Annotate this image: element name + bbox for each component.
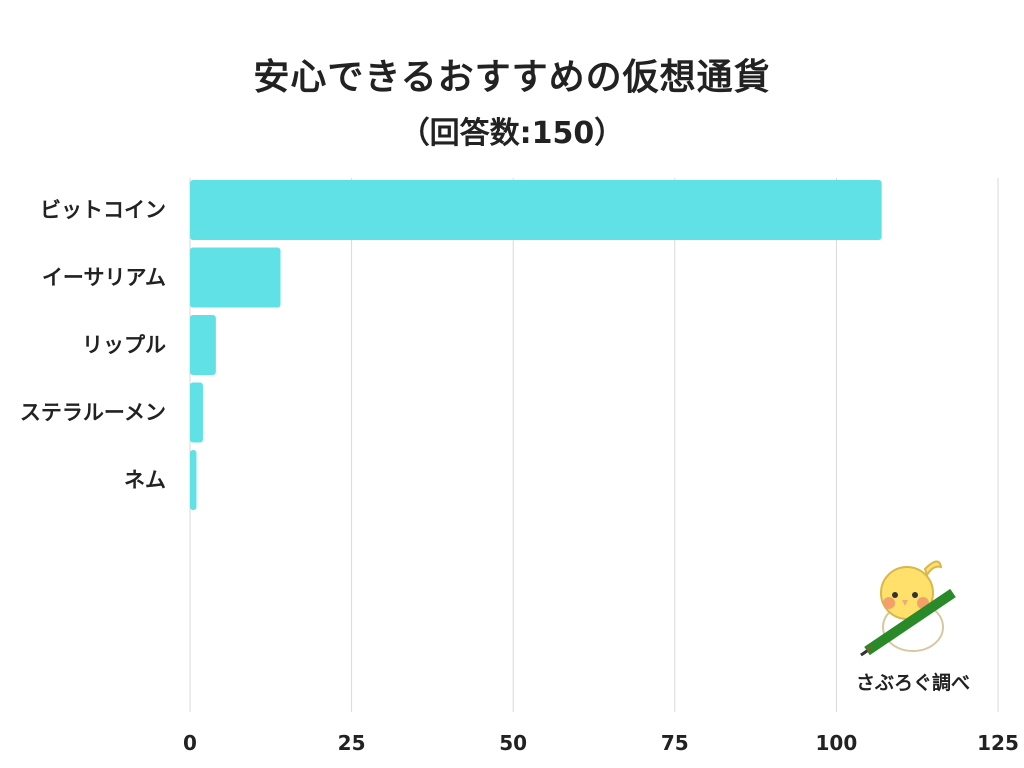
x-tick-label: 125 [977, 731, 1019, 755]
bar-3 [190, 382, 203, 443]
x-tick-label: 0 [183, 731, 197, 755]
chart-subtitle: （回答数:150） [399, 116, 625, 151]
source-credit: さぶろぐ調べ [855, 672, 970, 694]
x-tick-label: 75 [661, 731, 689, 755]
x-tick-label: 25 [338, 731, 366, 755]
bar-2 [190, 315, 216, 375]
x-tick-label: 50 [499, 731, 527, 755]
category-label: イーサリアム [42, 266, 166, 290]
bar-4 [190, 450, 197, 510]
bird-mascot-icon [860, 560, 956, 657]
bar-1 [190, 247, 281, 308]
bar-0 [190, 180, 882, 240]
category-label: ビットコイン [40, 198, 166, 222]
category-label: ネム [124, 468, 166, 492]
category-label: ステラルーメン [20, 401, 166, 425]
category-label: リップル [82, 333, 166, 357]
chart-title: 安心できるおすすめの仮想通貨 [253, 57, 771, 98]
x-tick-label: 100 [816, 731, 858, 755]
